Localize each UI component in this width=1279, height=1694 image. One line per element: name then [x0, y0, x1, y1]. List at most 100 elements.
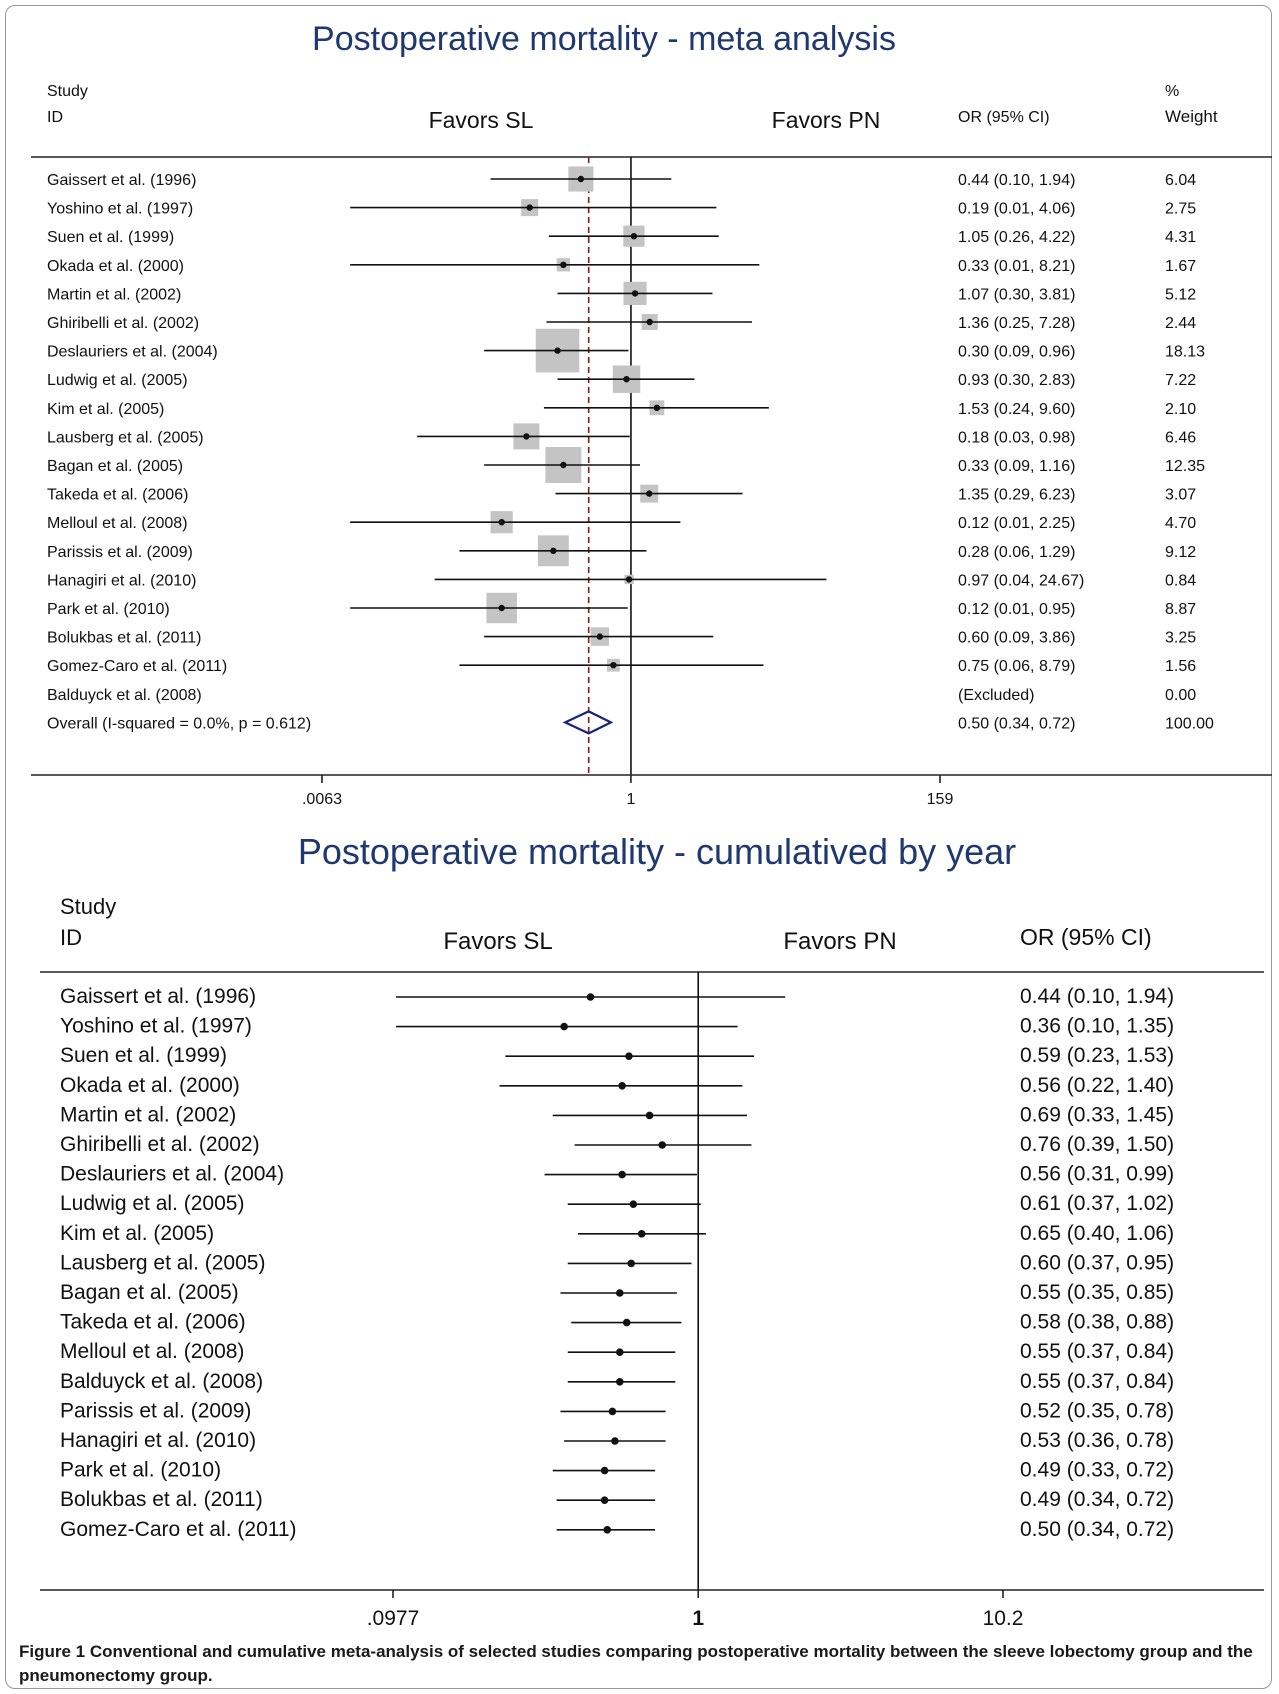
panel2-point-estimate	[600, 1466, 609, 1475]
panel1-point-estimate	[646, 318, 653, 326]
panel1-weight-value: 9.12	[1165, 544, 1196, 561]
panel2-point-estimate	[603, 1526, 612, 1534]
panel1-point-estimate	[554, 347, 561, 354]
panel1-point-estimate	[560, 461, 567, 469]
panel2-study-label: Park et al. (2010)	[60, 1459, 221, 1482]
panel1-header-study: Study	[47, 83, 88, 100]
panel1-weight-value: 4.70	[1165, 515, 1196, 532]
panel2-or-ci-value: 0.76 (0.39, 1.50)	[1020, 1133, 1174, 1156]
panel1-weight-value: 0.00	[1165, 687, 1196, 704]
panel2-or-ci-value: 0.69 (0.33, 1.45)	[1020, 1103, 1174, 1126]
panel2-study-label: Gaissert et al. (1996)	[60, 985, 256, 1008]
panel2-or-ci-value: 0.55 (0.35, 0.85)	[1020, 1281, 1174, 1304]
panel2-or-ci-value: 0.50 (0.34, 0.72)	[1020, 1518, 1174, 1541]
panel2-point-estimate	[629, 1200, 638, 1208]
panel1-weight-value: 1.56	[1165, 658, 1196, 675]
panel1-overall-weight: 100.00	[1165, 715, 1214, 732]
panel1-point-estimate	[653, 404, 661, 411]
panel2-header-favors-sl: Favors SL	[443, 928, 552, 955]
panel1-overall-label: Overall (I-squared = 0.0%, p = 0.612)	[47, 715, 311, 732]
panel1-weight-value: 6.46	[1165, 429, 1196, 446]
panel2-study-label: Lausberg et al. (2005)	[60, 1251, 265, 1274]
panel2-study-label: Balduyck et al. (2008)	[60, 1370, 263, 1393]
panel1-weight-value: 18.13	[1165, 344, 1205, 361]
panel2-header-or-ci: OR (95% CI)	[1020, 924, 1152, 950]
panel1-weight-value: 0.84	[1165, 572, 1196, 589]
panel2-or-ci-value: 0.52 (0.35, 0.78)	[1020, 1399, 1174, 1422]
panel1-point-estimate	[577, 175, 585, 183]
panel1-or-ci-value: 1.05 (0.26, 4.22)	[958, 229, 1075, 246]
panel1-or-ci-value: 1.53 (0.24, 9.60)	[958, 401, 1075, 418]
panel1-point-estimate	[550, 547, 557, 554]
panel1-point-estimate	[498, 604, 505, 612]
panel2-or-ci-value: 0.53 (0.36, 0.78)	[1020, 1429, 1174, 1452]
panel1-or-ci-value: 0.60 (0.09, 3.86)	[958, 630, 1075, 647]
panel1-weight-value: 3.25	[1165, 630, 1196, 647]
panel1-or-ci-value: 0.30 (0.09, 0.96)	[958, 344, 1075, 361]
panel2-x-tick-label: 10.2	[983, 1607, 1024, 1630]
panel1-point-estimate	[630, 233, 638, 240]
panel1-or-ci-value: 0.19 (0.01, 4.06)	[958, 201, 1075, 218]
panel1-study-label: Bolukbas et al. (2011)	[47, 630, 201, 647]
panel1-weight-value: 8.87	[1165, 601, 1196, 618]
panel1-overall-or-ci: 0.50 (0.34, 0.72)	[958, 715, 1075, 732]
panel2-study-label: Bolukbas et al. (2011)	[60, 1488, 263, 1511]
panel2-title: Postoperative mortality - cumulatived by…	[298, 831, 1016, 872]
panel2-point-estimate	[645, 1111, 654, 1120]
panel2-point-estimate	[600, 1496, 609, 1504]
panel1-study-label: Melloul et al. (2008)	[47, 515, 188, 532]
panel2-or-ci-value: 0.49 (0.34, 0.72)	[1020, 1488, 1174, 1511]
panel2-study-label: Gomez-Caro et al. (2011)	[60, 1518, 297, 1541]
panel1-point-estimate	[498, 519, 505, 526]
panel1-study-label: Kim et al. (2005)	[47, 401, 164, 418]
panel2-point-estimate	[625, 1052, 633, 1060]
panel1-weight-value: 2.10	[1165, 401, 1196, 418]
panel1-study-label: Martin et al. (2002)	[47, 286, 181, 303]
panel1-weight-value: 12.35	[1165, 458, 1205, 475]
panel1-study-label: Hanagiri et al. (2010)	[47, 572, 196, 589]
panel1-header-id: ID	[47, 109, 63, 126]
panel1-weight-value: 5.12	[1165, 286, 1196, 303]
panel1-point-estimate	[610, 662, 617, 669]
panel1-or-ci-value: 0.33 (0.01, 8.21)	[958, 258, 1075, 275]
panel2-or-ci-value: 0.58 (0.38, 0.88)	[1020, 1311, 1174, 1334]
panel1-point-estimate	[523, 433, 530, 440]
panel1-point-estimate	[526, 204, 533, 211]
panel1-or-ci-value: 1.35 (0.29, 6.23)	[958, 487, 1075, 504]
panel1-or-ci-value: 0.12 (0.01, 2.25)	[958, 515, 1075, 532]
panel1-or-ci-value: 1.36 (0.25, 7.28)	[958, 315, 1075, 332]
panel1-study-label: Deslauriers et al. (2004)	[47, 344, 218, 361]
panel1-or-ci-value: 0.44 (0.10, 1.94)	[958, 172, 1075, 189]
panel1-or-ci-value: 0.97 (0.04, 24.67)	[958, 572, 1084, 589]
panel2-or-ci-value: 0.65 (0.40, 1.06)	[1020, 1222, 1174, 1245]
panel1-x-tick-label: 1	[626, 791, 635, 808]
caption-text: Conventional and cumulative meta-analysi…	[19, 1642, 1253, 1685]
panel2-or-ci-value: 0.56 (0.31, 0.99)	[1020, 1163, 1174, 1186]
panel1-study-label: Gaissert et al. (1996)	[47, 172, 196, 189]
panel2-header-id: ID	[60, 925, 82, 950]
panel2-point-estimate	[615, 1378, 624, 1386]
panel1-header-or-ci: OR (95% CI)	[958, 109, 1050, 126]
panel2-study-label: Okada et al. (2000)	[60, 1074, 240, 1097]
panel1-weight-value: 2.44	[1165, 315, 1196, 332]
panel1-study-label: Parissis et al. (2009)	[47, 544, 193, 561]
panel2-study-label: Melloul et al. (2008)	[60, 1340, 244, 1363]
panel1-study-label: Park et al. (2010)	[47, 601, 170, 618]
panel1-study-label: Lausberg et al. (2005)	[47, 429, 204, 446]
panel1-study-label: Ludwig et al. (2005)	[47, 372, 188, 389]
panel2-or-ci-value: 0.44 (0.10, 1.94)	[1020, 985, 1174, 1008]
panel2-study-label: Martin et al. (2002)	[60, 1103, 236, 1126]
panel1-or-ci-value: 0.18 (0.03, 0.98)	[958, 429, 1075, 446]
panel1-weight-value: 7.22	[1165, 372, 1196, 389]
panel1-study-label: Balduyck et al. (2008)	[47, 687, 202, 704]
panel1-or-ci-value: 0.12 (0.01, 0.95)	[958, 601, 1075, 618]
panel1-point-estimate	[623, 376, 630, 383]
panel1-or-ci-value: (Excluded)	[958, 687, 1034, 704]
panel2-x-tick-label: 1	[692, 1607, 704, 1630]
panel2-point-estimate	[586, 993, 595, 1001]
panel2-or-ci-value: 0.56 (0.22, 1.40)	[1020, 1074, 1174, 1097]
panel1-or-ci-value: 0.33 (0.09, 1.16)	[958, 458, 1075, 475]
panel1-study-label: Ghiribelli et al. (2002)	[47, 315, 199, 332]
panel1-or-ci-value: 0.28 (0.06, 1.29)	[958, 544, 1075, 561]
